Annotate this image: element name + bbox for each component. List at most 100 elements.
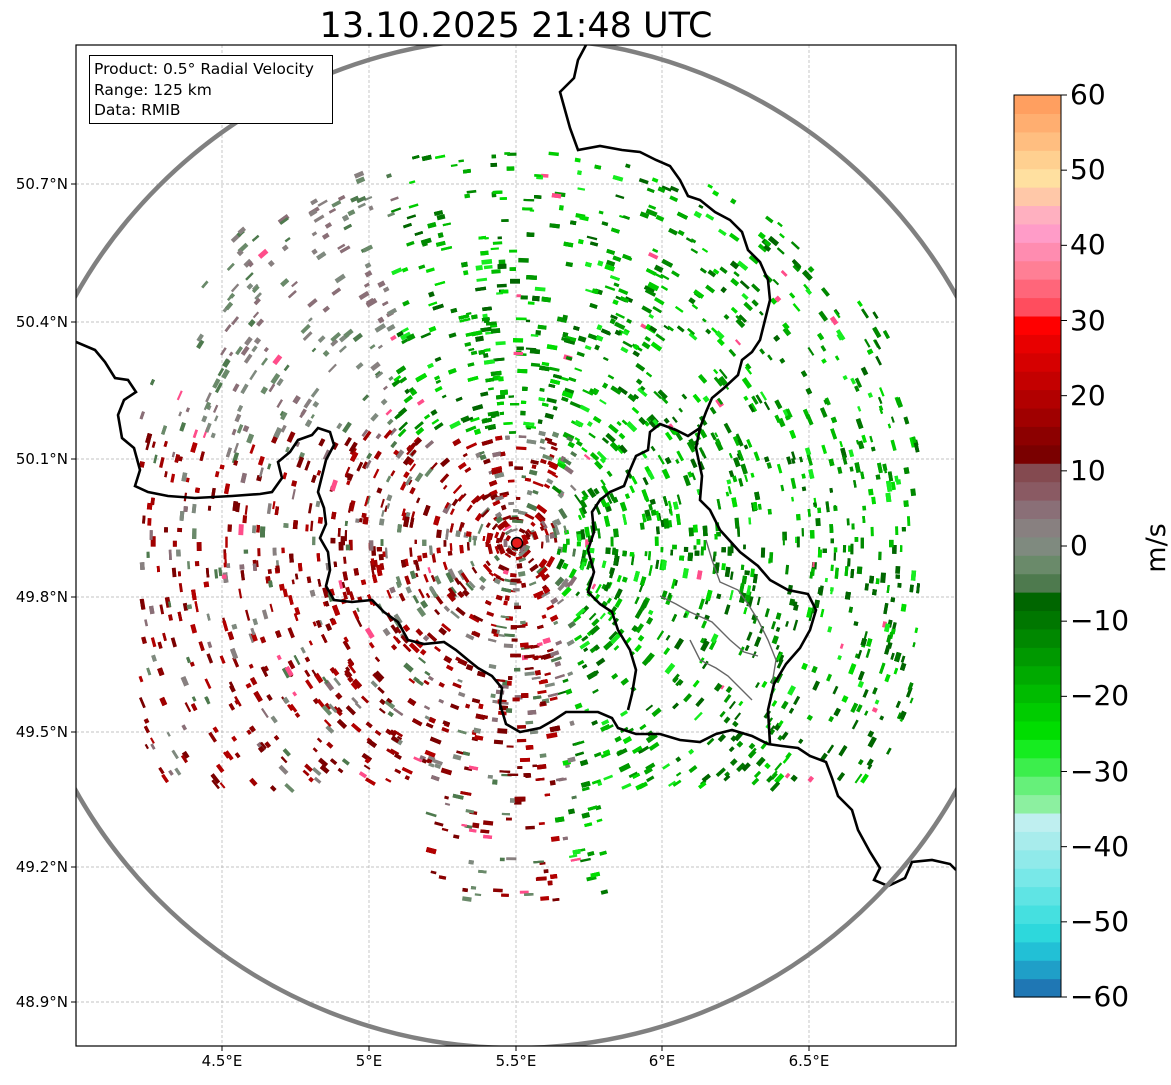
echo-gate [715,438,721,446]
echo-gate [303,398,312,409]
echo-gate [639,211,650,219]
echo-gate [861,434,867,444]
echo-gate [525,319,531,323]
echo-gate [526,502,538,512]
echo-gate [378,707,386,714]
echo-gate [850,377,856,385]
echo-gate [750,472,755,478]
echo-gate [516,346,524,351]
echo-gate [772,278,780,286]
echo-gate [738,646,745,656]
echo-gate [874,339,882,350]
echo-gate [641,341,651,350]
echo-gate [615,312,625,319]
echo-gate [731,497,738,508]
echo-gate [720,685,725,690]
echo-gate [171,451,176,458]
echo-gate [641,305,653,314]
echo-gate [683,474,691,487]
echo-gate [291,488,296,500]
echo-gate [401,508,406,517]
echo-gate [407,458,415,466]
echo-gate [465,425,477,433]
echo-gate [457,729,467,735]
echo-gate [330,332,341,342]
echo-gate [495,594,503,601]
echo-gate [268,580,273,588]
echo-gate [205,392,212,403]
echo-gate [170,473,176,483]
echo-gate [676,450,684,462]
colorbar-swatch [1014,720,1061,740]
echo-gate [617,386,628,395]
echo-gate [471,698,481,704]
echo-gate [511,638,518,642]
echo-gate [384,431,391,438]
echo-gate [593,487,600,495]
echo-gate [688,748,695,755]
echo-gate [206,613,211,621]
echo-gate [334,273,346,284]
echo-gate [325,724,335,734]
echo-gate [256,524,260,533]
echo-gate [540,520,547,527]
echo-gate [538,821,545,826]
echo-gate [837,655,842,661]
echo-gate [546,397,557,404]
echo-gate [493,554,501,562]
echo-gate [428,716,436,724]
echo-gate [390,196,399,202]
echo-gate [492,699,498,704]
echo-gate [878,396,883,404]
echo-gate [468,613,481,623]
province-border [659,595,759,657]
echo-gate [310,198,318,206]
colorbar-swatch [1014,610,1061,630]
echo-gate [844,591,851,600]
echo-gate [867,763,873,770]
echo-gate [581,635,589,642]
echo-gate [418,588,425,599]
echo-gate [630,475,638,485]
echo-gate [561,337,571,342]
echo-gate [390,207,402,213]
echo-gate [563,525,568,534]
echo-gate [355,362,364,370]
echo-gate [825,501,830,513]
echo-gate [550,656,562,663]
colorbar-unit: m/s [1141,523,1171,573]
echo-gate [764,762,771,769]
echo-gate [451,498,459,507]
echo-gate [584,261,592,268]
echo-gate [581,495,588,502]
echo-gate [231,623,238,630]
echo-gate [479,454,487,461]
echo-gate [579,640,591,650]
echo-gate [266,503,272,515]
echo-gate [714,432,719,438]
echo-gate [780,731,789,741]
echo-gate [483,264,493,270]
echo-gate [390,440,398,449]
echo-gate [509,516,519,520]
echo-gate [483,353,489,358]
echo-gate [784,772,791,779]
echo-gate [605,259,616,267]
echo-gate [159,696,168,707]
echo-gate [650,509,657,516]
echo-gate [661,258,674,268]
echo-gate [414,560,420,571]
echo-gate [163,440,168,448]
echo-gate [500,389,508,396]
radar-echoes [138,151,921,902]
echo-gate [406,446,415,456]
echo-gate [374,656,381,663]
echo-gate [151,654,157,662]
echo-gate [331,287,342,296]
echo-gate [185,477,190,483]
echo-gate [417,555,423,562]
echo-gate [517,724,527,729]
echo-gate [315,619,322,628]
echo-gate [676,325,685,333]
echo-gate [893,667,899,675]
